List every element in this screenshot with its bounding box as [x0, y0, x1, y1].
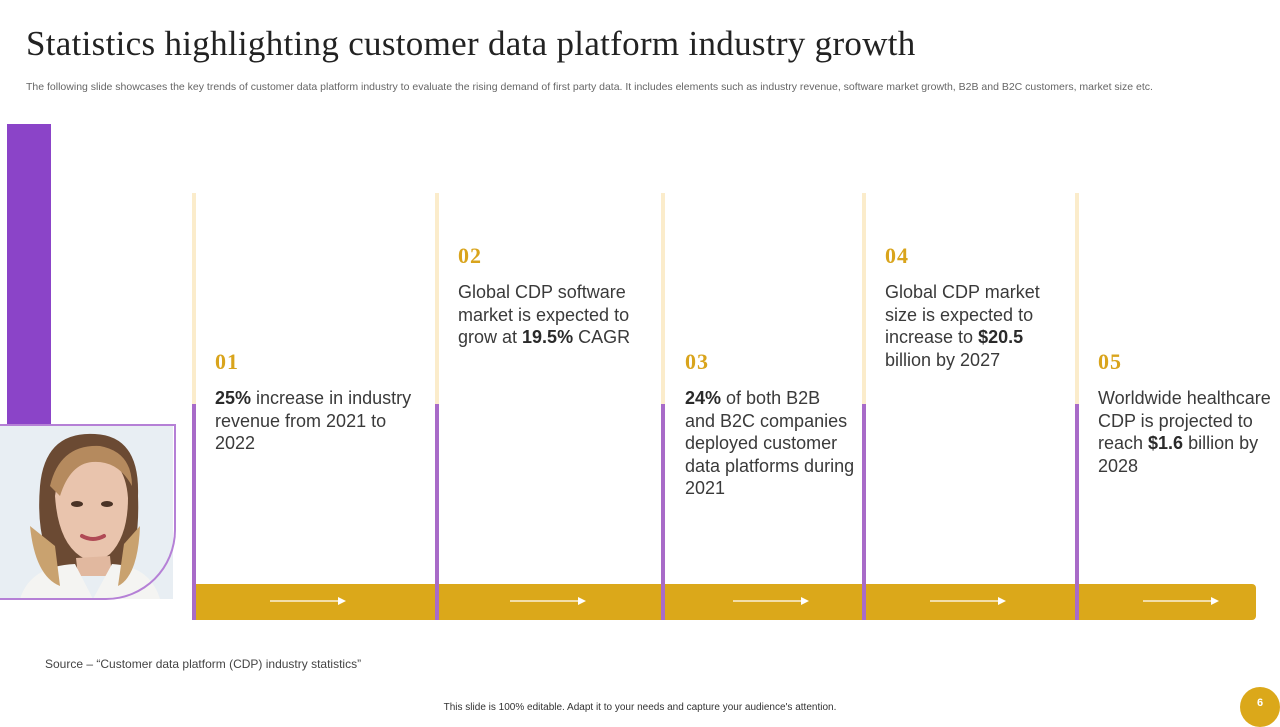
stat-number: 01 [215, 349, 239, 374]
stat-number: 05 [1098, 349, 1122, 374]
stat-highlight: 25% [215, 388, 252, 408]
stat-description: Global CDP market size is expected to in… [885, 281, 1060, 371]
arrow-right-icon [270, 597, 346, 605]
slide-subtitle: The following slide showcases the key tr… [26, 81, 1153, 93]
timeline-base-bar [192, 584, 1256, 620]
stat-highlight: $20.5 [978, 327, 1024, 347]
stat-text: increase in industry revenue from 2021 t… [215, 388, 412, 453]
source-note: Source – “Customer data platform (CDP) i… [45, 657, 362, 671]
timeline-divider-3 [661, 193, 665, 620]
slide-title: Statistics highlighting customer data pl… [26, 24, 916, 63]
photo-frame [0, 424, 176, 600]
stat-number: 04 [885, 243, 909, 268]
timeline-divider-1 [192, 193, 196, 620]
timeline-divider-5 [1075, 193, 1079, 620]
stat-text: Global CDP software market is expected t… [458, 282, 630, 347]
stat-text: Worldwide healthcare CDP is projected to… [1098, 388, 1271, 453]
purple-accent-bar [7, 124, 51, 426]
arrow-right-icon [510, 597, 586, 605]
arrow-right-icon [930, 597, 1006, 605]
stat-text: of both B2B and B2C companies deployed c… [685, 388, 855, 498]
stat-number: 02 [458, 243, 482, 268]
stat-text: billion by 2027 [885, 349, 1001, 370]
stat-description: Global CDP software market is expected t… [458, 281, 648, 349]
stat-description: Worldwide healthcare CDP is projected to… [1098, 387, 1273, 477]
arrow-right-icon [733, 597, 809, 605]
stat-description: 25% increase in industry revenue from 20… [215, 387, 415, 455]
stat-text: billion by 2028 [1098, 433, 1259, 476]
timeline-divider-2 [435, 193, 439, 620]
stat-text: Global CDP market size is expected to in… [885, 282, 1040, 347]
timeline-divider-4 [862, 193, 866, 620]
stat-highlight: 24% [685, 388, 722, 408]
stat-description: 24% of both B2B and B2C companies deploy… [685, 387, 855, 500]
stat-number: 03 [685, 349, 709, 374]
arrow-right-icon [1143, 597, 1219, 605]
stat-highlight: 19.5% [522, 327, 574, 347]
page-number-badge: 6 [1240, 687, 1280, 727]
stat-highlight: $1.6 [1148, 433, 1184, 453]
footer-note: This slide is 100% editable. Adapt it to… [443, 702, 837, 713]
stat-text: CAGR [573, 327, 631, 347]
